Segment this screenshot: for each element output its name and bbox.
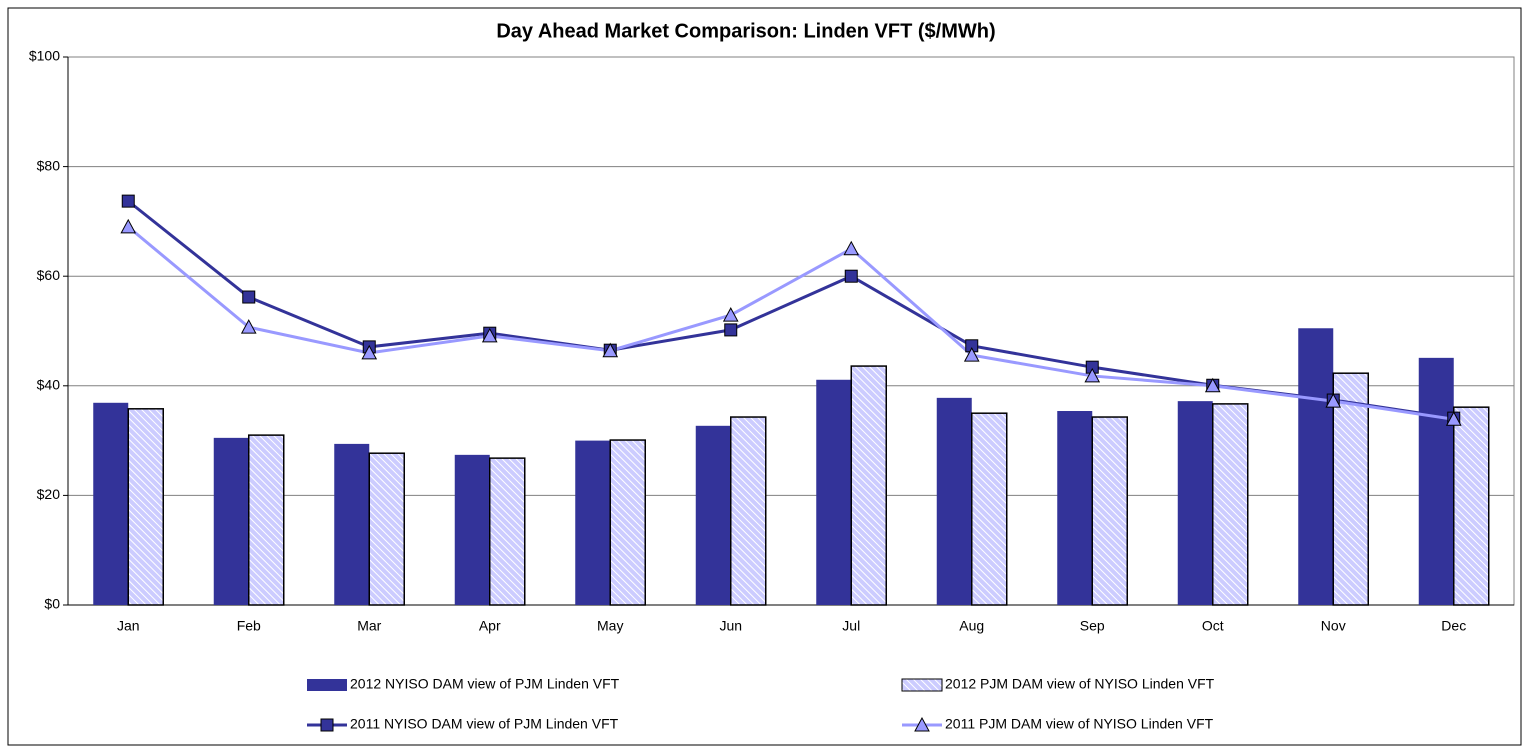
y-tick-label: $80	[37, 157, 61, 173]
line-marker	[481, 327, 498, 343]
x-tick-label: Nov	[1321, 618, 1346, 634]
legend-label: 2012 NYISO DAM view of PJM Linden VFT	[350, 676, 620, 692]
bar	[695, 425, 731, 605]
line-marker	[602, 342, 619, 358]
legend-label: 2011 PJM DAM view of NYISO Linden VFT	[945, 716, 1214, 732]
x-tick-label: May	[597, 618, 623, 634]
x-tick-label: Dec	[1441, 618, 1466, 634]
x-tick-label: Aug	[959, 618, 984, 634]
bar	[93, 402, 129, 605]
bar	[248, 434, 285, 606]
bar	[1091, 416, 1128, 606]
bar	[213, 437, 249, 605]
bar	[1212, 403, 1249, 606]
x-tick-label: Apr	[479, 618, 501, 634]
line-marker	[844, 269, 858, 283]
line-marker	[843, 240, 860, 256]
x-tick-label: Jan	[117, 618, 140, 634]
line-marker	[1445, 411, 1462, 426]
legend-marker	[914, 716, 930, 732]
line-marker	[1084, 367, 1101, 383]
legend-label: 2012 PJM DAM view of NYISO Linden VFT	[945, 676, 1215, 692]
line-marker	[361, 344, 378, 360]
line-marker	[242, 290, 256, 304]
line-marker	[1204, 377, 1221, 393]
chart-border	[7, 7, 1522, 746]
line-marker	[121, 194, 135, 208]
bar	[730, 416, 767, 606]
x-tick-label: Oct	[1202, 618, 1224, 634]
x-tick-label: Jul	[842, 618, 860, 634]
line-series	[127, 225, 1454, 421]
bar	[1453, 406, 1490, 606]
bar	[1057, 411, 1093, 605]
bar	[454, 454, 490, 605]
bar	[1332, 372, 1369, 606]
line-marker	[722, 307, 739, 322]
y-tick-label: $40	[37, 377, 61, 393]
plot-area	[67, 56, 1515, 606]
bar	[850, 365, 887, 606]
bar	[575, 440, 611, 605]
y-tick-label: $0	[44, 596, 60, 612]
bar	[127, 408, 164, 606]
y-tick-label: $20	[37, 486, 61, 502]
legend-marker	[320, 718, 334, 732]
legend-swatch	[307, 679, 347, 691]
bar	[368, 452, 405, 606]
legend-label: 2011 NYISO DAM view of PJM Linden VFT	[350, 716, 619, 732]
bar	[334, 443, 370, 605]
bar	[1298, 328, 1334, 605]
bar	[816, 379, 852, 605]
bar	[1418, 357, 1454, 605]
line-marker	[1325, 393, 1342, 408]
y-tick-label: $100	[29, 48, 60, 64]
line-marker	[963, 347, 980, 362]
line-marker	[724, 323, 738, 337]
bar	[489, 457, 526, 606]
bar	[971, 412, 1008, 606]
bar	[936, 397, 972, 605]
y-tick-label: $60	[37, 267, 61, 283]
line-marker	[240, 319, 257, 334]
line-marker	[120, 218, 137, 234]
bar	[609, 439, 646, 606]
x-tick-label: Feb	[237, 618, 261, 634]
bar	[1177, 401, 1213, 605]
x-tick-label: Mar	[357, 618, 381, 634]
chart-title: Day Ahead Market Comparison: Linden VFT …	[496, 20, 995, 42]
x-tick-label: Jun	[719, 618, 742, 634]
legend-swatch	[901, 678, 943, 692]
x-tick-label: Sep	[1080, 618, 1105, 634]
